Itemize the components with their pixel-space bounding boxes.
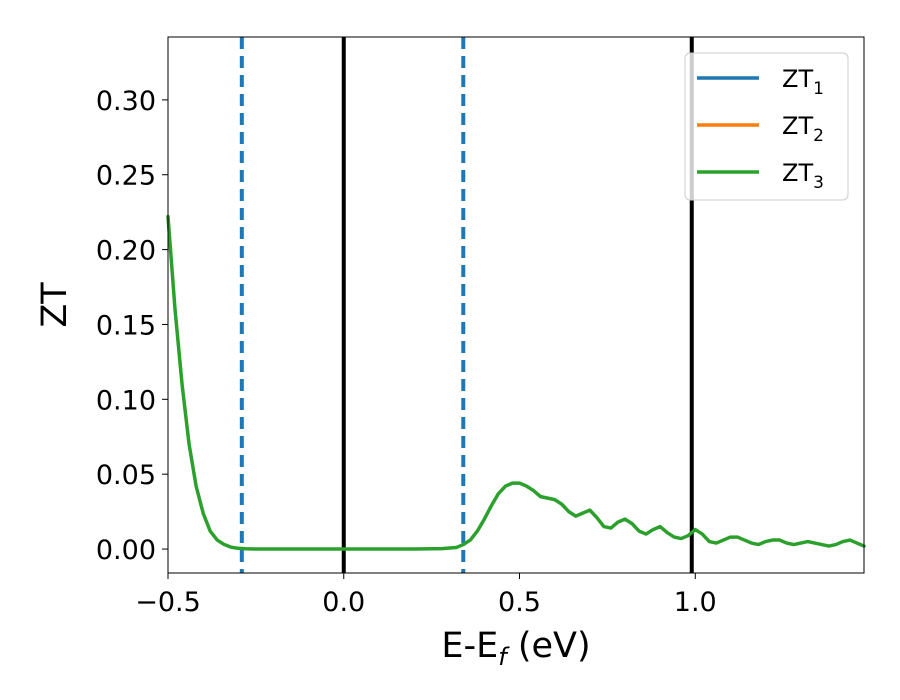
x-axis-ticks: −0.5 0.0 0.5 1.0 — [135, 573, 717, 618]
y-tick-label: 0.25 — [96, 161, 156, 192]
plot-frame — [167, 36, 865, 574]
x-tick-label: −0.5 — [135, 587, 201, 618]
x-axis-title-main: E-E — [441, 626, 498, 666]
x-axis-title-unit: (eV) — [507, 626, 591, 666]
y-axis-title: ZT — [35, 282, 75, 328]
x-axis-title: E-Ef (eV) — [441, 626, 590, 671]
y-tick-label: 0.30 — [96, 86, 156, 117]
y-tick-label: 0.10 — [96, 385, 156, 416]
series-line-3 — [166, 214, 866, 551]
legend-box — [684, 52, 849, 201]
vertical-reference-lines — [239, 37, 694, 573]
x-tick-label: 1.0 — [674, 587, 717, 618]
x-tick-label: 0.5 — [498, 587, 541, 618]
legend: ZT1 ZT2 ZT3 — [684, 52, 849, 201]
y-tick-label: 0.15 — [96, 310, 156, 341]
legend-label-3: ZT3 — [782, 159, 824, 193]
y-tick-label: 0.00 — [96, 535, 156, 566]
y-tick-label: 0.05 — [96, 460, 156, 491]
y-axis-ticks: 0.00 0.05 0.10 0.15 0.20 0.25 0.30 — [96, 86, 168, 566]
y-tick-label: 0.20 — [96, 236, 156, 267]
x-tick-label: 0.0 — [322, 587, 365, 618]
series-layer — [166, 214, 866, 551]
legend-label-1: ZT1 — [782, 65, 824, 99]
legend-label-2: ZT2 — [782, 112, 824, 146]
